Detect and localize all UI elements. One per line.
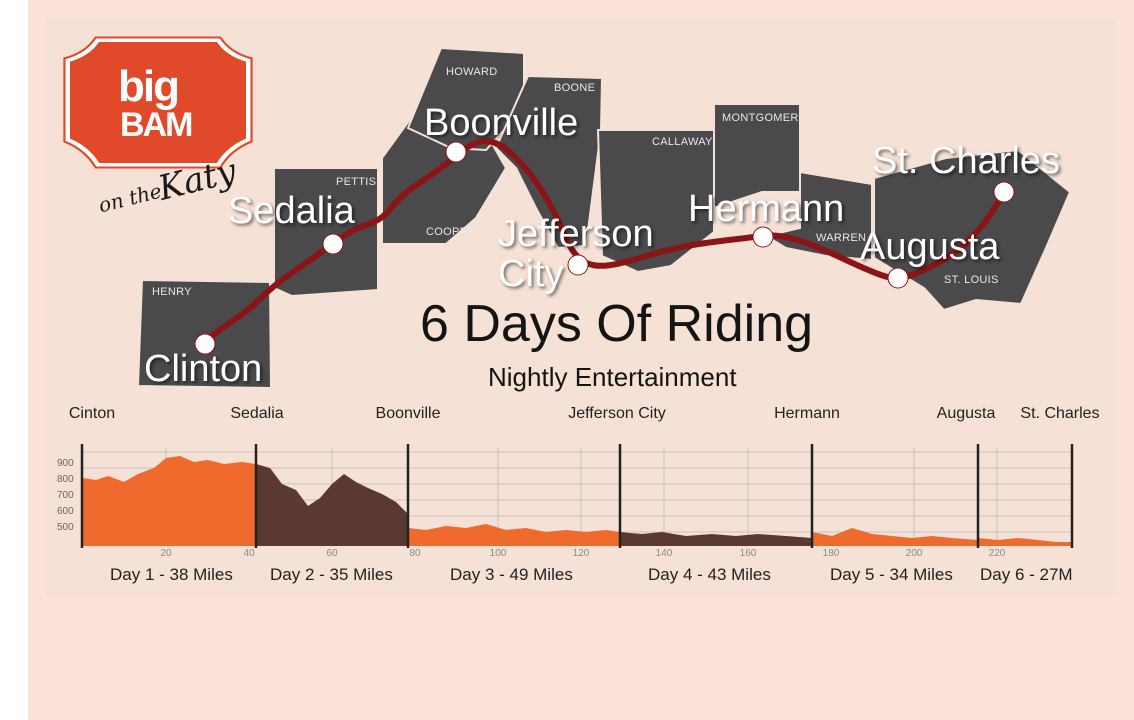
county-label-howard: HOWARD (446, 66, 498, 78)
city-label-augusta: Augusta (860, 226, 1000, 268)
profile-day5 (812, 528, 978, 546)
city-marker-clinton (194, 333, 216, 355)
city-marker-hermann (752, 226, 774, 248)
x-tick-40: 40 (243, 548, 255, 559)
city-label-clinton: Clinton (144, 348, 263, 390)
x-tick-100: 100 (489, 548, 507, 559)
elevation-profile (80, 444, 1074, 548)
stop-label-jefferson-city: Jefferson City (568, 405, 666, 422)
county-label-pettis: PETTIS (336, 176, 377, 188)
county-montgomery (713, 103, 801, 210)
stop-label-augusta: Augusta (936, 405, 996, 422)
x-tick-200: 200 (905, 548, 923, 559)
route-poster: HOWARD BOONE PETTIS COOPER CALLAWAY MONT… (46, 18, 1116, 596)
x-tick-120: 120 (572, 548, 590, 559)
x-tick-20: 20 (160, 548, 172, 559)
profile-day4 (620, 532, 812, 546)
x-tick-160: 160 (739, 548, 757, 559)
city-marker-augusta (887, 267, 909, 289)
day-label-4: Day 4 - 43 Miles (648, 565, 771, 584)
x-tick-140: 140 (655, 548, 673, 559)
county-label-boone: BOONE (554, 82, 596, 94)
city-label-st-charles: St. Charles (872, 140, 1060, 182)
county-boone (494, 74, 604, 250)
page-margin (0, 0, 28, 720)
day-label-2: Day 2 - 35 Miles (270, 565, 393, 584)
city-marker-boonville (445, 141, 467, 163)
city-label-hermann: Hermann (688, 188, 845, 230)
city-marker-st-charles (993, 181, 1015, 203)
day-label-5: Day 5 - 34 Miles (830, 565, 953, 584)
city-label-jefferson-city: Jefferson City (498, 213, 654, 295)
stop-label-hermann: Hermann (774, 405, 840, 422)
stop-label-boonville: Boonville (375, 405, 441, 422)
y-tick-800: 800 (57, 474, 74, 485)
y-tick-700: 700 (57, 490, 74, 501)
day-label-6: Day 6 - 27M (980, 565, 1073, 584)
x-tick-180: 180 (822, 548, 840, 559)
x-tick-80: 80 (409, 548, 421, 559)
county-howard (406, 46, 525, 152)
x-tick-60: 60 (326, 548, 338, 559)
y-tick-900: 900 (57, 458, 74, 469)
stop-label-sedalia: Sedalia (230, 405, 284, 422)
profile-day2 (256, 464, 408, 546)
headline-title: 6 Days Of Riding (420, 295, 814, 353)
stop-label-st-charles: St. Charles (1020, 405, 1100, 422)
y-tick-500: 500 (57, 522, 74, 533)
logo-text-big: big (118, 62, 180, 111)
city-label-boonville: Boonville (424, 102, 579, 144)
city-marker-sedalia (322, 233, 344, 255)
county-label-cooper: COOPER (426, 226, 476, 238)
county-label-stlouis: ST. LOUIS (944, 274, 999, 286)
day-label-3: Day 3 - 49 Miles (450, 565, 573, 584)
profile-day6 (978, 538, 1072, 546)
logo-text-bam: BAM (120, 106, 193, 144)
city-marker-jefferson-city (567, 254, 589, 276)
day-label-1: Day 1 - 38 Miles (110, 565, 233, 584)
y-tick-600: 600 (57, 506, 74, 517)
county-label-montgomery: MONTGOMERY (722, 112, 807, 124)
big-bam-logo (63, 36, 253, 169)
county-label-warren: WARREN (816, 232, 867, 244)
route-map (136, 46, 1072, 390)
city-label-sedalia: Sedalia (228, 190, 355, 232)
profile-day1 (82, 456, 256, 546)
county-label-henry: HENRY (152, 286, 192, 298)
x-tick-220: 220 (988, 548, 1006, 559)
profile-day3 (408, 524, 620, 546)
stop-label-clinton: Cinton (68, 405, 116, 422)
headline-subtitle: Nightly Entertainment (488, 362, 737, 392)
county-label-callaway: CALLAWAY (652, 136, 713, 148)
